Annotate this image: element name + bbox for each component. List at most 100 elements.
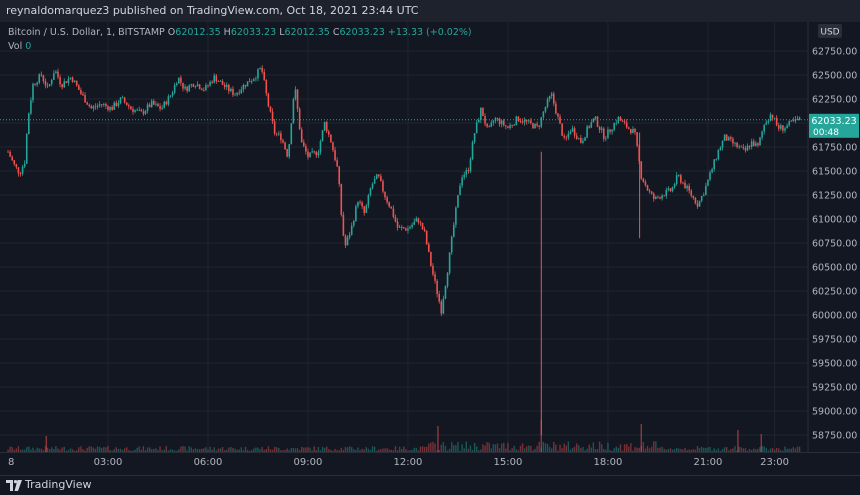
x-tick-label: 8 (8, 457, 14, 468)
candle-body (303, 142, 305, 147)
candle-body (282, 140, 284, 143)
volume-bar (578, 445, 580, 452)
volume-bar (163, 449, 165, 452)
volume-bar (378, 449, 380, 452)
candle-body (217, 81, 220, 82)
candle-body (711, 169, 713, 173)
candle-body (548, 95, 551, 100)
volume-bar (673, 449, 676, 452)
candle-body (692, 195, 695, 198)
candle-body (490, 122, 493, 127)
candle-body (111, 106, 113, 110)
volume-bar (26, 447, 28, 452)
volume-bar (682, 449, 684, 452)
volume-bar (180, 446, 182, 452)
candle-body (473, 133, 476, 142)
candle-body (392, 208, 395, 217)
candle-body (11, 156, 13, 161)
volume-bar (755, 449, 757, 452)
candle-body (430, 251, 432, 266)
volume-bar (780, 450, 782, 452)
candle-body (273, 121, 276, 134)
candle-body (613, 123, 615, 130)
volume-bar (594, 449, 597, 452)
candle-body (190, 84, 193, 86)
volume-bar (734, 446, 736, 452)
tradingview-logo-icon[interactable] (6, 480, 22, 491)
volume-bar (636, 447, 638, 452)
candle-body (532, 123, 534, 129)
candle-body (144, 110, 147, 114)
volume-bar (534, 448, 536, 452)
candle-body (90, 106, 93, 109)
candle-body (325, 121, 328, 132)
volume-bar (471, 449, 474, 452)
candle-body (511, 125, 513, 126)
candle-body (625, 122, 628, 128)
candle-body (796, 118, 799, 120)
candle-body (67, 78, 70, 83)
volume-bar (600, 444, 603, 452)
symbol-name[interactable]: Bitcoin / U.S. Dollar, 1, BITSTAMP (8, 27, 165, 38)
candle-body (263, 71, 266, 81)
volume-bar (744, 448, 747, 452)
volume-bar (669, 448, 672, 452)
candle-body (565, 137, 568, 139)
volume-bar (407, 450, 409, 452)
candle-body (34, 83, 36, 85)
candle-body (200, 88, 203, 91)
volume-bar (13, 449, 15, 452)
candle-body (309, 152, 311, 158)
volume-bar (226, 449, 228, 452)
candle-body (230, 88, 232, 92)
low-value: 62012.35 (284, 27, 330, 38)
volume-bar (157, 450, 159, 452)
candle-body (719, 147, 722, 150)
volume-bar (80, 446, 82, 452)
candle-body (73, 80, 76, 83)
volume-bar (501, 443, 503, 452)
volume-bar (361, 448, 363, 452)
candle-body (423, 229, 426, 231)
candle-body (567, 133, 570, 138)
candle-body (165, 101, 168, 105)
volume-bar (659, 447, 661, 452)
volume-bar (230, 447, 232, 452)
candle-body (228, 84, 230, 92)
volume-label[interactable]: Vol (8, 41, 23, 52)
volume-bar (117, 448, 120, 452)
candle-body (13, 160, 16, 165)
candle-body (75, 80, 78, 86)
volume-bar (171, 449, 174, 452)
volume-bar (330, 449, 332, 452)
volume-bar (398, 446, 401, 452)
candle-body (602, 128, 605, 139)
volume-bar (478, 450, 480, 452)
volume-bar (9, 446, 11, 452)
brand-name[interactable]: TradingView (25, 478, 92, 491)
candle-body (336, 160, 338, 167)
candle-body (438, 294, 441, 302)
candle-body (632, 128, 634, 134)
volume-bar (265, 449, 268, 452)
candle-body (450, 236, 453, 253)
volume-bar (688, 449, 690, 452)
candle-body (117, 103, 120, 106)
candle-body (519, 120, 522, 122)
candle-body (634, 128, 636, 133)
candle-body (205, 85, 207, 91)
candle-body (253, 79, 255, 81)
volume-bar (128, 450, 130, 452)
candle-body (588, 126, 590, 128)
volume-bar (655, 441, 657, 452)
price-chart[interactable]: 62750.0062500.0062250.0062000.0061750.00… (0, 22, 860, 475)
candle-body (534, 123, 536, 129)
y-tick-label: 59750.00 (812, 335, 857, 346)
volume-bar (138, 446, 140, 452)
volume-bar (409, 450, 411, 452)
candle-body (621, 120, 624, 122)
candle-body (509, 125, 511, 128)
y-tick-label: 59000.00 (812, 407, 857, 418)
candle-body (688, 185, 690, 191)
candle-body (513, 125, 515, 126)
